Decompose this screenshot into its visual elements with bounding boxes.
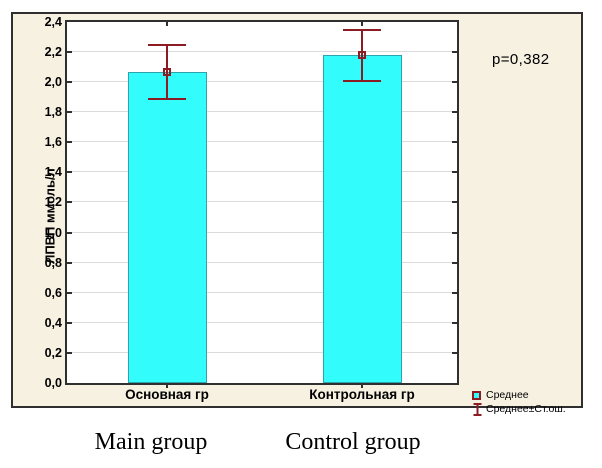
y-tick-label: 0,6 [44, 286, 62, 300]
gridline [67, 352, 457, 353]
footer-label-control-group: Control group [285, 429, 421, 455]
error-bar-cap [148, 44, 186, 46]
y-axis-tick-right [452, 81, 457, 83]
x-axis-tick-top [166, 22, 168, 26]
y-tick-label: 2,0 [44, 75, 62, 89]
y-axis-tick-left [67, 171, 72, 173]
x-category-label: Контрольная гр [309, 387, 415, 402]
y-axis-tick-left [67, 232, 72, 234]
legend-row-mean: Среднее [472, 388, 594, 402]
legend: Среднее Среднее±Ст.ош. [472, 388, 594, 416]
gridline [67, 201, 457, 202]
y-axis-tick-left [67, 292, 72, 294]
error-bar-cap [343, 80, 381, 82]
legend-row-stderr: Среднее±Ст.ош. [472, 402, 594, 416]
y-tick-label: 1,6 [44, 135, 62, 149]
x-axis-tick-bottom [166, 384, 168, 388]
y-axis-tick-right [452, 262, 457, 264]
y-axis-tick-left [67, 51, 72, 53]
y-tick-label: 2,2 [44, 45, 62, 59]
y-tick-label: 0,4 [44, 316, 62, 330]
y-axis-tick-right [452, 201, 457, 203]
y-axis-tick-left [67, 322, 72, 324]
y-axis-tick-left [67, 141, 72, 143]
x-axis-tick-bottom [361, 384, 363, 388]
y-axis-tick-left [67, 111, 72, 113]
y-axis-tick-right [452, 51, 457, 53]
y-axis-title: ЛПВП ммоль/л [42, 168, 58, 264]
y-axis-tick-left [67, 201, 72, 203]
gridline [67, 141, 457, 142]
gridline [67, 322, 457, 323]
gridline [67, 51, 457, 52]
legend-label-mean: Среднее [486, 389, 529, 401]
error-bar [361, 30, 363, 81]
y-axis-tick-right [452, 111, 457, 113]
gridline [67, 262, 457, 263]
y-axis-tick-right [452, 292, 457, 294]
plot-area [65, 20, 459, 385]
y-axis-tick-right [452, 141, 457, 143]
gridline [67, 292, 457, 293]
gridline [67, 232, 457, 233]
gridline [67, 81, 457, 82]
y-axis-tick-right [452, 322, 457, 324]
mean-marker [163, 68, 171, 76]
y-tick-label: 1,4 [44, 165, 62, 179]
x-axis-tick-top [361, 22, 363, 26]
legend-label-stderr: Среднее±Ст.ош. [486, 403, 566, 415]
y-axis-tick-left [67, 262, 72, 264]
y-tick-label: 0,8 [44, 256, 62, 270]
error-bar-cap [148, 98, 186, 100]
y-tick-label: 1,8 [44, 105, 62, 119]
footer-label-main-group: Main group [94, 429, 208, 455]
y-tick-label: 0,2 [44, 346, 62, 360]
y-axis-tick-left [67, 81, 72, 83]
error-ibeam-icon [472, 402, 486, 416]
bar-control-group [323, 55, 402, 383]
gridline [67, 111, 457, 112]
y-tick-label: 2,4 [44, 15, 62, 29]
y-axis-tick-right [452, 352, 457, 354]
y-axis-tick-left [67, 352, 72, 354]
y-axis-tick-right [452, 232, 457, 234]
y-tick-label: 0,0 [44, 376, 62, 390]
y-tick-label: 1,0 [44, 226, 62, 240]
error-bar-cap [343, 29, 381, 31]
y-tick-label: 1,2 [44, 195, 62, 209]
mean-marker [358, 51, 366, 59]
p-value-annotation: p=0,382 [492, 51, 550, 68]
x-category-label: Основная гр [125, 387, 209, 402]
y-axis-tick-right [452, 171, 457, 173]
error-bar [166, 45, 168, 99]
bar-main-group [128, 72, 207, 383]
mean-square-icon [472, 390, 486, 400]
gridline [67, 171, 457, 172]
